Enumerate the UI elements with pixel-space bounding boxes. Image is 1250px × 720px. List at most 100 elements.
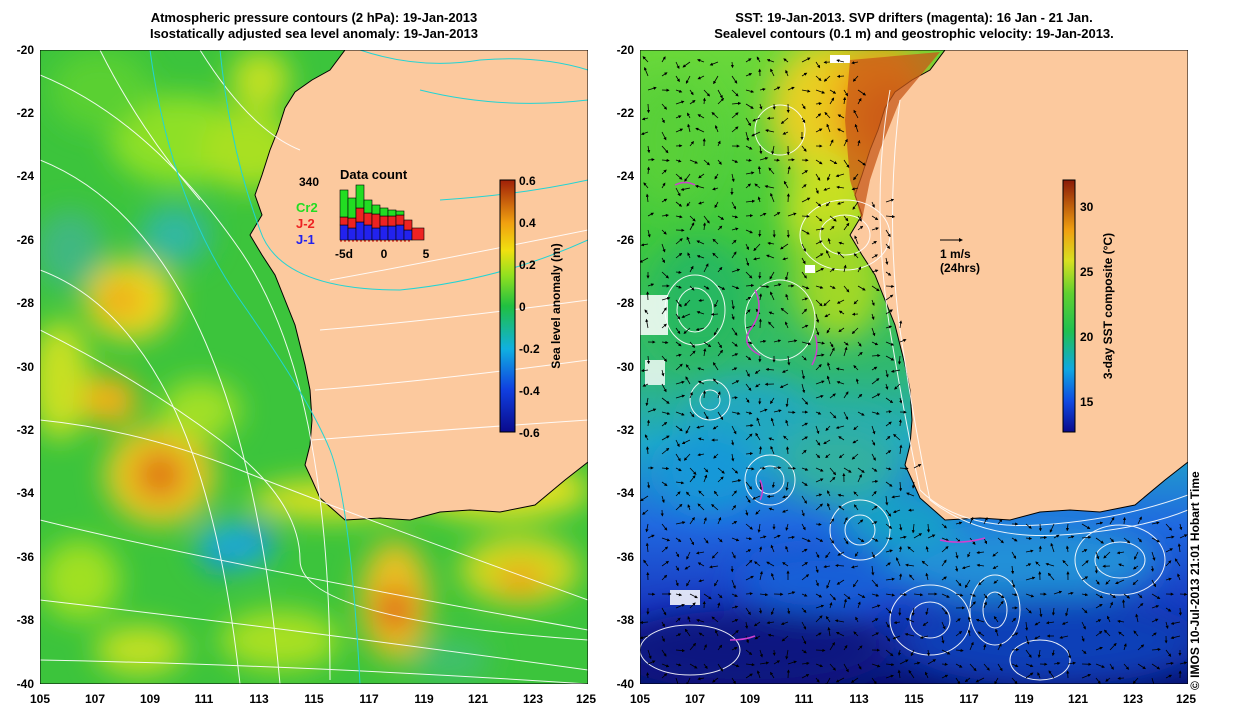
velocity-arrow (675, 173, 683, 180)
velocity-arrow (675, 115, 682, 119)
velocity-arrow (1039, 607, 1043, 618)
velocity-arrow (853, 253, 859, 259)
velocity-arrow (843, 663, 849, 673)
velocity-arrow (829, 347, 835, 357)
velocity-arrow (843, 411, 849, 421)
right-lon-tick: 111 (795, 692, 814, 706)
velocity-arrow (843, 598, 847, 609)
velocity-arrow (843, 537, 849, 545)
velocity-arrow (1011, 579, 1016, 589)
velocity-arrow (843, 644, 848, 651)
left-lat-tick: -30 (17, 360, 35, 374)
velocity-arrow (843, 593, 851, 600)
velocity-arrow (1011, 648, 1020, 652)
velocity-arrow (801, 369, 805, 380)
velocity-arrow (641, 117, 649, 121)
velocity-arrow (766, 254, 775, 259)
velocity-arrow (731, 537, 740, 542)
velocity-arrow (871, 632, 880, 637)
velocity-arrow (717, 140, 721, 147)
right-lat-tick: -26 (617, 233, 635, 247)
velocity-arrows (640, 56, 1188, 684)
velocity-arrow (815, 604, 825, 609)
velocity-arrow (1011, 565, 1015, 575)
velocity-arrow (801, 324, 809, 329)
velocity-arrow (717, 341, 722, 349)
right-lon-tick: 117 (959, 692, 979, 706)
velocity-arrow (1081, 674, 1092, 679)
velocity-arrow (1095, 619, 1102, 623)
velocity-arrow (647, 481, 651, 489)
velocity-arrow (689, 516, 695, 525)
velocity-arrow (647, 534, 655, 539)
velocity-arrow (826, 579, 831, 589)
left-lon-tick: 121 (468, 692, 488, 706)
left-lat-tick: -38 (17, 613, 35, 627)
velocity-arrow (661, 435, 670, 441)
velocity-arrow (909, 574, 915, 581)
data-count-max: 340 (299, 175, 319, 189)
velocity-arrow (852, 439, 859, 444)
velocity-arrow (1151, 647, 1161, 652)
velocity-arrow (1095, 646, 1103, 651)
velocity-arrow (687, 123, 691, 133)
mission-j2: J-2 (296, 216, 315, 231)
velocity-arrow (745, 673, 753, 679)
cloud-patches (640, 55, 850, 605)
velocity-arrow (697, 677, 705, 681)
velocity-arrow (745, 549, 752, 553)
velocity-arrow (823, 565, 831, 569)
velocity-arrow (1095, 677, 1101, 684)
velocity-arrow (661, 103, 668, 110)
velocity-arrow (661, 56, 666, 63)
velocity-arrow (731, 327, 738, 336)
velocity-arrow (715, 629, 719, 637)
velocity-arrow (801, 562, 808, 567)
velocity-arrow (644, 434, 649, 441)
velocity-arrow (967, 616, 971, 623)
velocity-arrow (826, 327, 831, 334)
velocity-arrow (897, 649, 902, 656)
velocity-arrow (964, 677, 971, 683)
velocity-arrow (731, 126, 739, 133)
velocity-arrow (685, 376, 691, 385)
velocity-arrow (1081, 549, 1088, 553)
velocity-arrow (640, 131, 649, 135)
velocity-arrow (837, 128, 845, 133)
velocity-arrow (683, 453, 691, 461)
velocity-arrow (838, 327, 845, 333)
velocity-arrow (685, 425, 691, 434)
velocity-arrow (850, 677, 859, 683)
velocity-arrow (924, 671, 929, 679)
bar-j2 (395, 214, 405, 226)
velocity-arrow (1174, 558, 1181, 567)
velocity-arrow (969, 516, 974, 525)
velocity-arrow (644, 309, 649, 315)
velocity-arrow (1137, 537, 1142, 543)
velocity-arrow (684, 299, 691, 307)
velocity-arrow (661, 340, 669, 345)
velocity-arrow (675, 677, 680, 684)
velocity-arrow (731, 353, 739, 357)
velocity-arrow (835, 563, 845, 568)
velocity-arrow (904, 632, 915, 637)
velocity-arrow (703, 215, 710, 224)
velocity-arrow (759, 408, 768, 413)
velocity-arrow (1178, 607, 1182, 616)
velocity-arrow (675, 159, 682, 163)
velocity-arrow (885, 674, 894, 679)
velocity-arrow (770, 192, 775, 203)
velocity-arrow (892, 509, 901, 514)
velocity-arrow (1067, 535, 1075, 539)
velocity-arrow (773, 409, 782, 413)
velocity-arrow (815, 677, 820, 683)
velocity-arrow (781, 635, 789, 642)
velocity-arrow (1037, 672, 1041, 679)
velocity-arrow (899, 659, 909, 665)
velocity-arrow (745, 411, 753, 415)
velocity-arrow (697, 503, 705, 511)
velocity-arrow (801, 422, 809, 427)
velocity-arrow (759, 593, 769, 597)
velocity-arrow (941, 593, 950, 598)
velocity-arrow (801, 285, 810, 290)
